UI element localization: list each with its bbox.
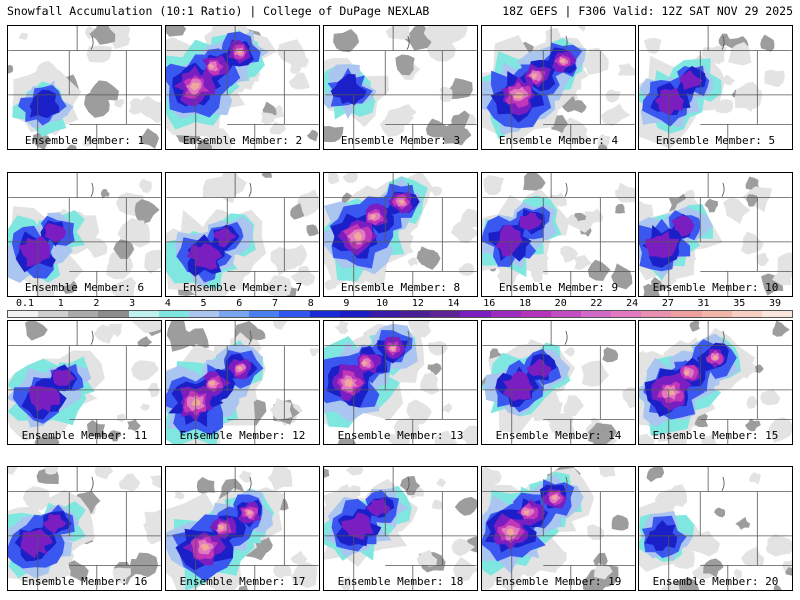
ensemble-map-panel [481,320,636,445]
colorbar-swatch [128,311,159,317]
ensemble-map-panel [638,466,793,591]
colorbar-tick-label: 14 [447,298,460,309]
colorbar-tick-label: 16 [483,298,496,309]
ensemble-map-panel [7,320,162,445]
ensemble-map-panel [165,320,320,445]
colorbar-swatch [611,311,642,317]
colorbar-tick-label: 5 [200,298,207,309]
colorbar-tick-label: 4 [164,298,171,309]
colorbar-swatch [38,311,69,317]
ensemble-map-panel [323,320,478,445]
chart-title: Snowfall Accumulation (10:1 Ratio) | Col… [7,4,430,18]
colorbar-tick-label: 24 [626,298,639,309]
colorbar-tick-label: 7 [271,298,279,309]
colorbar-swatch [641,311,672,317]
colorbar-swatch [68,311,99,317]
colorbar-tick-label: 3 [129,298,136,309]
ensemble-map-panel [165,172,320,297]
colorbar-swatch [339,311,370,317]
colorbar-swatch [279,311,310,317]
colorbar-swatch [460,311,491,317]
colorbar-tick-label: 1 [57,298,64,309]
ensemble-map-panel [165,466,320,591]
ensemble-member-label: Ensemble Member: 5 [655,134,776,147]
colorbar-labels: 0.1 1 2 3 4 5 6 7 8 9 10 12 14 16 18 20 22 24 27 31 35 39 [7,298,793,310]
ensemble-member-label: Ensemble Member: 12 [179,429,306,442]
ensemble-map-panel [165,25,320,150]
ensemble-map-panel [323,25,478,150]
colorbar-tick-label: 9 [343,298,350,309]
colorbar-tick-label: 27 [661,298,674,309]
colorbar-swatch [8,311,39,317]
colorbar-swatch [430,311,461,317]
ensemble-member-label: Ensemble Member: 3 [340,134,461,147]
colorbar-swatch [701,311,732,317]
colorbar-swatch [158,311,189,317]
ensemble-member-label: Ensemble Member: 20 [652,575,779,588]
ensemble-member-label: Ensemble Member: 9 [498,281,619,294]
ensemble-map-panel [638,25,793,150]
ensemble-map-panel [481,25,636,150]
ensemble-map-panel [323,172,478,297]
ensemble-member-label: Ensemble Member: 14 [495,429,622,442]
ensemble-member-label: Ensemble Member: 4 [498,134,619,147]
ensemble-member-label: Ensemble Member: 11 [21,429,148,442]
colorbar-swatch [550,311,581,317]
colorbar-swatch [188,311,220,317]
colorbar-swatch [249,311,280,317]
ensemble-map-panel [7,25,162,150]
ensemble-map-panel [638,320,793,445]
colorbar-swatch [731,311,762,317]
ensemble-map-panel [481,466,636,591]
colorbar-tick-label: 2 [93,298,100,309]
colorbar-tick-label: 6 [236,298,243,309]
colorbar-swatch [761,311,793,317]
ensemble-member-label: Ensemble Member: 7 [182,281,303,294]
ensemble-member-label: Ensemble Member: 16 [21,575,148,588]
colorbar-swatch [490,311,521,317]
colorbar-tick-label: 39 [768,298,782,309]
ensemble-member-label: Ensemble Member: 18 [337,575,464,588]
ensemble-map-panel [323,466,478,591]
colorbar-swatch [369,311,401,317]
ensemble-member-label: Ensemble Member: 1 [24,134,145,147]
colorbar-swatch [580,311,612,317]
colorbar-swatch [98,311,129,317]
ensemble-member-label: Ensemble Member: 17 [179,575,306,588]
ensemble-map-panel [481,172,636,297]
colorbar-swatch [520,311,551,317]
model-valid-time: 18Z GEFS | F306 Valid: 12Z SAT NOV 29 20… [502,4,793,18]
ensemble-map-panel [7,172,162,297]
colorbar-tick-label: 20 [554,298,567,309]
colorbar-swatch [400,311,431,317]
ensemble-member-label: Ensemble Member: 10 [652,281,779,294]
colorbar-swatch [671,311,702,317]
ensemble-member-label: Ensemble Member: 19 [495,575,622,588]
colorbar-tick-label: 35 [733,298,746,309]
ensemble-member-label: Ensemble Member: 6 [24,281,145,294]
colorbar-tick-label: 22 [590,298,603,309]
colorbar-tick-label: 8 [307,298,314,309]
colorbar-swatch [219,311,250,317]
ensemble-map-panel [638,172,793,297]
snowfall-colorbar: 0.1 1 2 3 4 5 6 7 8 9 10 12 14 16 18 20 22 24 27 31 35 39 [7,298,793,318]
ensemble-member-label: Ensemble Member: 13 [337,429,464,442]
colorbar-tick-label: 18 [518,298,532,309]
ensemble-member-label: Ensemble Member: 8 [340,281,461,294]
colorbar-tick-label: 12 [411,298,424,309]
ensemble-member-label: Ensemble Member: 15 [652,429,779,442]
ensemble-member-label: Ensemble Member: 2 [182,134,303,147]
colorbar-tick-label: 0.1 [15,298,35,309]
colorbar-tick-label: 10 [376,298,389,309]
colorbar-tick-label: 31 [697,298,710,309]
colorbar-swatches [7,310,793,318]
colorbar-swatch [309,311,340,317]
ensemble-map-panel [7,466,162,591]
